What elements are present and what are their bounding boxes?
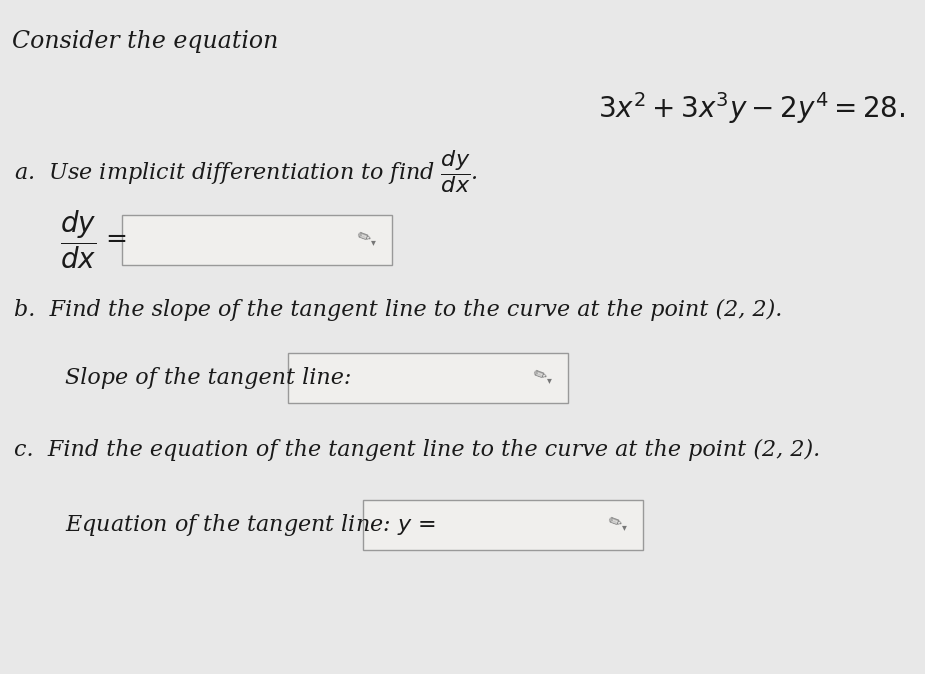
- Text: ✏: ✏: [605, 511, 624, 533]
- FancyBboxPatch shape: [288, 353, 568, 403]
- Text: Consider the equation: Consider the equation: [12, 30, 278, 53]
- Text: b.  Find the slope of the tangent line to the curve at the point (2, 2).: b. Find the slope of the tangent line to…: [14, 299, 783, 321]
- Text: =: =: [105, 228, 127, 253]
- Text: c.  Find the equation of the tangent line to the curve at the point (2, 2).: c. Find the equation of the tangent line…: [14, 439, 820, 461]
- FancyBboxPatch shape: [363, 500, 643, 550]
- Text: Equation of the tangent line: $y$ =: Equation of the tangent line: $y$ =: [65, 512, 436, 538]
- Text: Slope of the tangent line:: Slope of the tangent line:: [65, 367, 352, 389]
- Text: ✏: ✏: [354, 226, 374, 248]
- Text: ▾: ▾: [622, 522, 626, 532]
- Text: $3x^{2} + 3x^{3}y - 2y^{4} = 28.$: $3x^{2} + 3x^{3}y - 2y^{4} = 28.$: [598, 90, 905, 126]
- Text: a.  Use implicit differentiation to find $\dfrac{dy}{dx}$.: a. Use implicit differentiation to find …: [14, 148, 478, 195]
- Text: ▾: ▾: [371, 237, 376, 247]
- Text: $\dfrac{dy}{dx}$: $\dfrac{dy}{dx}$: [60, 209, 96, 272]
- FancyBboxPatch shape: [122, 215, 392, 265]
- Text: ▾: ▾: [547, 375, 551, 385]
- Text: ✏: ✏: [530, 364, 549, 386]
